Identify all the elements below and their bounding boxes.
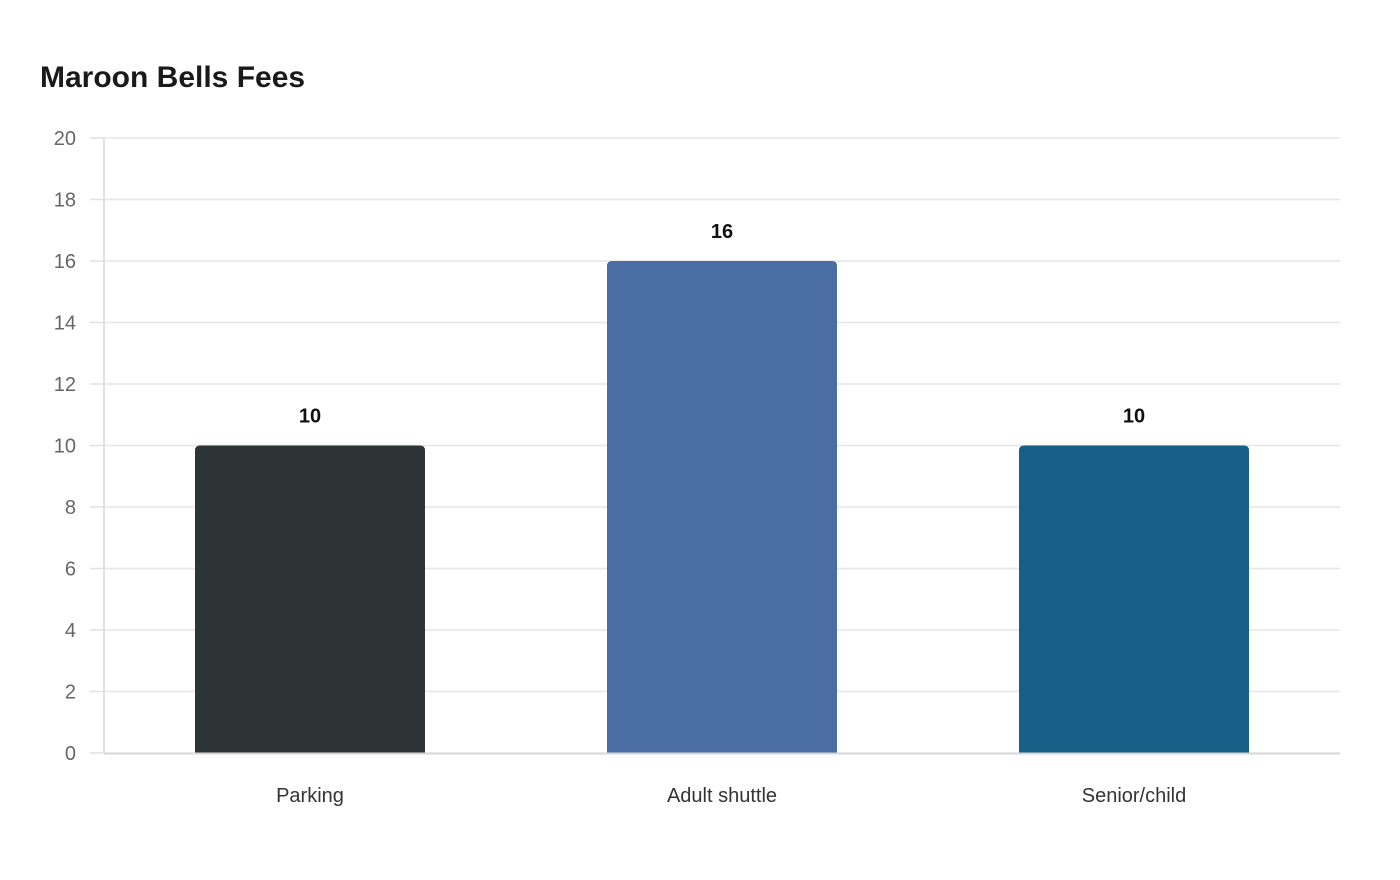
x-tick-label: Senior/child (1082, 785, 1187, 807)
data-label: 16 (711, 221, 733, 243)
bar-senior-child (1019, 445, 1249, 753)
data-label: 10 (299, 406, 321, 428)
y-tick-label: 14 (54, 313, 76, 335)
x-tick-label: Parking (276, 785, 344, 807)
bar-adult-shuttle (607, 261, 837, 753)
chart-title: Maroon Bells Fees (40, 61, 306, 94)
y-tick-label: 6 (65, 559, 76, 581)
y-tick-label: 8 (65, 497, 76, 519)
y-tick-label: 0 (65, 743, 76, 765)
y-tick-label: 18 (54, 190, 76, 212)
y-tick-label: 12 (54, 374, 76, 396)
y-tick-label: 10 (54, 436, 76, 458)
x-tick-label: Adult shuttle (667, 785, 777, 807)
y-tick-label: 20 (54, 128, 76, 150)
axes: 0 2 4 6 8 10 12 14 16 18 20 (54, 128, 1340, 765)
y-tick-label: 4 (65, 620, 76, 642)
data-label: 10 (1123, 406, 1145, 428)
bars (195, 261, 1249, 753)
y-tick-label: 16 (54, 251, 76, 273)
bar-parking (195, 445, 425, 753)
labels: 10 Parking 16 Adult shuttle 10 Senior/child (276, 221, 1186, 807)
y-tick-label: 2 (65, 682, 76, 704)
